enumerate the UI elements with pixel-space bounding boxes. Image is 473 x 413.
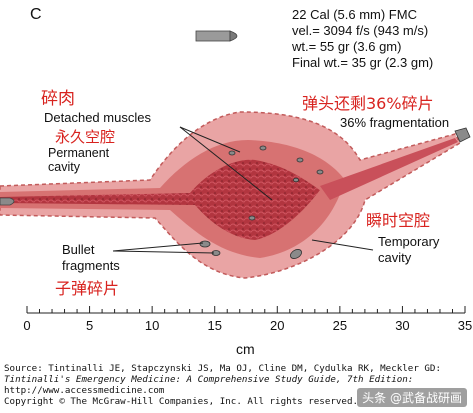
source-line2-text: Tintinalli's Emergency Medicine: A Compr…: [4, 374, 414, 385]
source-line3: http://www.accessmedicine.com: [4, 385, 165, 396]
exit-channel: [320, 138, 458, 200]
permanent-cavity: [0, 159, 320, 240]
watermark: 头条 @武备战研画: [357, 388, 467, 407]
label-crushed-flesh-zh: 碎肉: [41, 89, 75, 109]
panel-letter: C: [30, 6, 42, 23]
axis-tick-label: 30: [395, 318, 409, 333]
label-permanent-cavity-zh: 永久空腔: [55, 128, 116, 146]
axis-tick-label: 35: [458, 318, 472, 333]
bullet-spec-line4: Final wt.= 35 gr (2.3 gm): [292, 55, 434, 70]
axis-tick-label: 25: [333, 318, 347, 333]
bullet-icon: [195, 30, 238, 42]
axis-tick-label: 5: [86, 318, 93, 333]
label-permanent-cavity-2: cavity: [48, 160, 80, 174]
axis-tick-label: 20: [270, 318, 284, 333]
label-bullet-fragments-zh: 子弹碎片: [55, 279, 120, 298]
source-line1: Source: Tintinalli JE, Stapczynski JS, M…: [4, 363, 441, 374]
label-temporary-cavity-1: Temporary: [378, 234, 440, 249]
label-bullet-fragments-2: fragments: [62, 258, 120, 273]
source-line4: Copyright © The McGraw-Hill Companies, I…: [4, 396, 359, 407]
axis-label: cm: [236, 341, 255, 357]
source-line2: Tintinalli's Emergency Medicine: A Compr…: [4, 374, 413, 385]
depth-axis: 0 5 10 15 20 25 30 35: [23, 306, 472, 333]
bullet-spec-line2: vel.= 3094 f/s (943 m/s): [292, 23, 429, 38]
bullet-spec-line3: wt.= 55 gr (3.6 gm): [292, 39, 402, 54]
bullet-entry-icon: [0, 197, 15, 206]
label-fragmentation: 36% fragmentation: [340, 115, 450, 130]
label-bullet-fragments-1: Bullet: [62, 242, 95, 257]
label-fragment-percent-zh: 弹头还剩36%碎片: [302, 94, 434, 113]
bullet-spec-line1: 22 Cal (5.6 mm) FMC: [292, 7, 417, 22]
bullet-fragments: [199, 145, 324, 259]
label-permanent-cavity-1: Permanent: [48, 146, 110, 160]
leader-lines: [112, 126, 374, 254]
label-detached-muscles: Detached muscles: [44, 110, 151, 125]
label-temporary-cavity-2: cavity: [378, 250, 412, 265]
axis-tick-label: 0: [23, 318, 30, 333]
exit-fragment-icon: [454, 127, 471, 143]
axis-tick-label: 15: [207, 318, 221, 333]
axis-tick-label: 10: [145, 318, 159, 333]
label-temporary-cavity-zh: 瞬时空腔: [366, 211, 431, 230]
